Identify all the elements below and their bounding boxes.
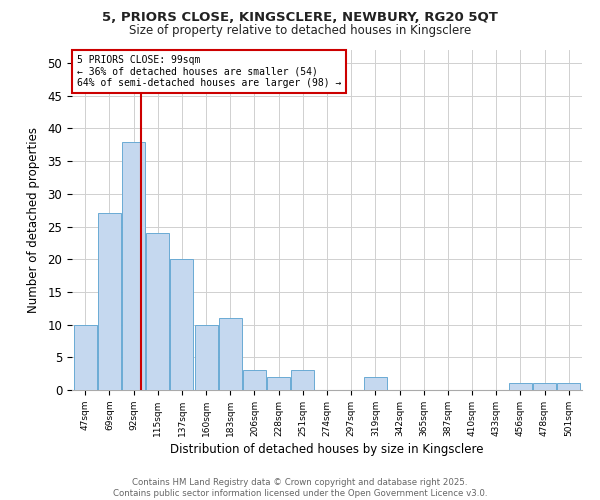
Bar — [219, 318, 242, 390]
Bar — [364, 377, 387, 390]
Bar — [194, 324, 218, 390]
Text: 5, PRIORS CLOSE, KINGSCLERE, NEWBURY, RG20 5QT: 5, PRIORS CLOSE, KINGSCLERE, NEWBURY, RG… — [102, 11, 498, 24]
Text: 5 PRIORS CLOSE: 99sqm
← 36% of detached houses are smaller (54)
64% of semi-deta: 5 PRIORS CLOSE: 99sqm ← 36% of detached … — [77, 55, 341, 88]
Bar — [292, 370, 314, 390]
Bar — [267, 377, 290, 390]
Bar — [243, 370, 266, 390]
Bar — [533, 384, 556, 390]
Bar — [74, 324, 97, 390]
Y-axis label: Number of detached properties: Number of detached properties — [28, 127, 40, 313]
Bar — [98, 214, 121, 390]
X-axis label: Distribution of detached houses by size in Kingsclere: Distribution of detached houses by size … — [170, 443, 484, 456]
Text: Size of property relative to detached houses in Kingsclere: Size of property relative to detached ho… — [129, 24, 471, 37]
Bar — [146, 233, 169, 390]
Bar — [509, 384, 532, 390]
Bar — [170, 259, 193, 390]
Text: Contains HM Land Registry data © Crown copyright and database right 2025.
Contai: Contains HM Land Registry data © Crown c… — [113, 478, 487, 498]
Bar — [557, 384, 580, 390]
Bar — [122, 142, 145, 390]
